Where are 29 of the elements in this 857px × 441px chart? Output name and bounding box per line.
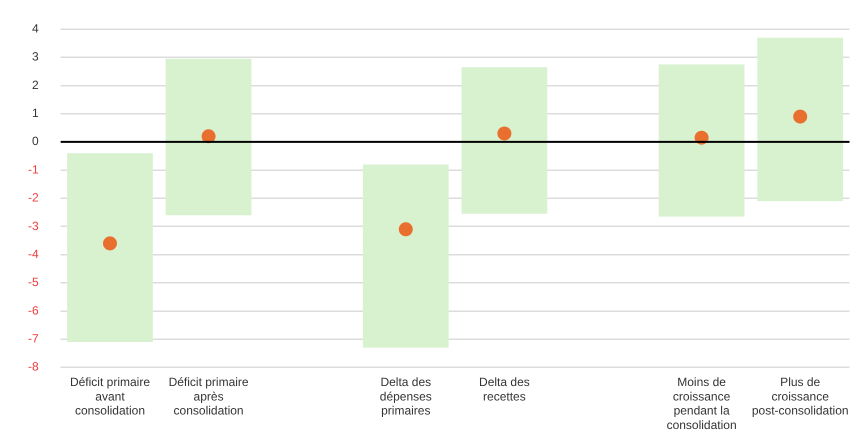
bar [461, 67, 548, 214]
y-tick-label: 3 [32, 50, 39, 64]
x-tick-label: Moins de croissance pendant la consolidation [666, 374, 737, 432]
x-tick-label: Delta des dépenses primaires [380, 374, 432, 418]
point [102, 236, 117, 250]
x-tick-label: Delta des recettes [479, 374, 530, 404]
y-tick-label: 4 [32, 22, 39, 36]
bar [362, 164, 449, 348]
bar [757, 38, 844, 202]
y-tick-label: -4 [28, 246, 39, 261]
bar [166, 58, 252, 216]
y-tick-label: 2 [32, 78, 39, 92]
x-tick-label: Déficit primaire après consolidation [168, 374, 249, 418]
x-tick-label: Plus de croissance post-consolidation [752, 374, 849, 418]
point [398, 222, 413, 236]
y-tick-label: -8 [28, 360, 39, 374]
y-tick-label: -2 [28, 190, 39, 205]
y-tick-label: 0 [32, 134, 39, 148]
y-tick-label: -3 [28, 218, 39, 233]
point [497, 126, 512, 140]
y-tick-label: -7 [28, 332, 39, 346]
point [793, 110, 808, 124]
bar [658, 64, 744, 217]
bar [67, 153, 153, 342]
x-tick-label: Déficit primaire avant consolidation [70, 374, 150, 418]
y-tick-label: -5 [28, 275, 39, 290]
y-tick-label: -6 [28, 303, 39, 318]
y-tick-label: 1 [32, 106, 39, 120]
y-tick-label: -1 [28, 162, 39, 176]
